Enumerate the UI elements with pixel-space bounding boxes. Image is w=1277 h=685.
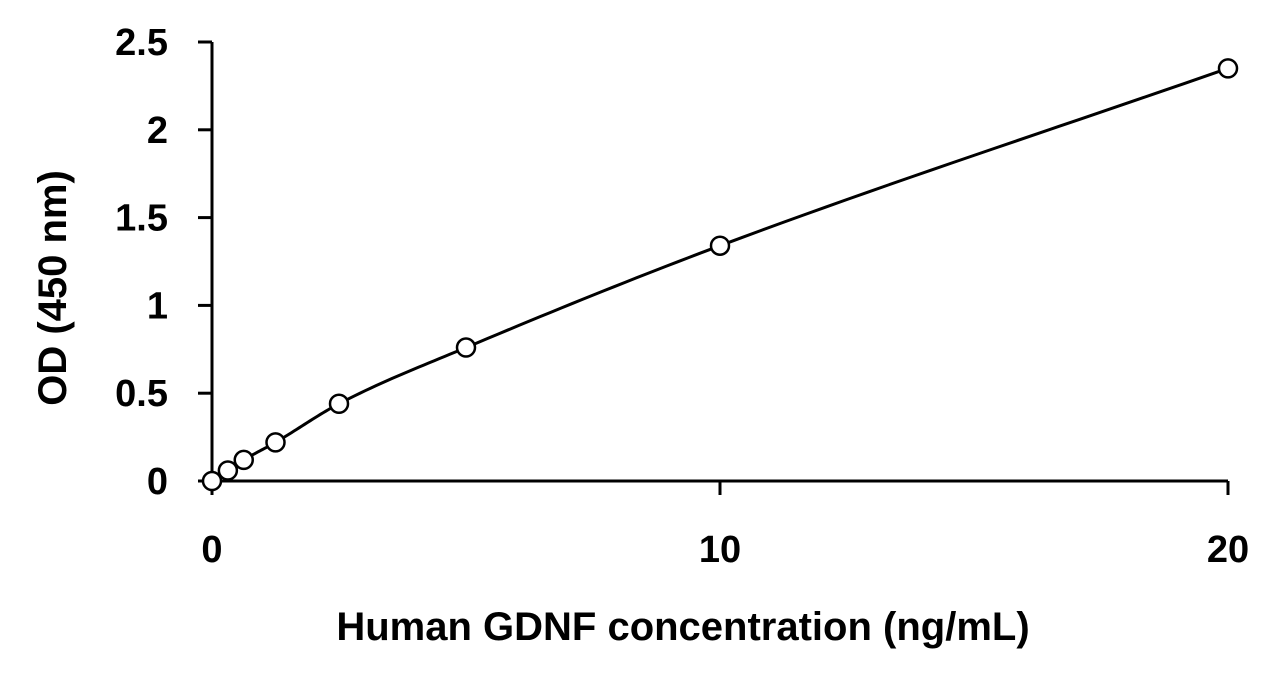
y-tick-label: 0 [147, 461, 168, 503]
y-tick-label: 0.5 [115, 373, 168, 415]
data-point [709, 235, 731, 256]
data-point [233, 449, 254, 471]
data-point [328, 393, 350, 414]
x-tick-label: 20 [1207, 529, 1249, 571]
data-point [217, 460, 239, 481]
y-tick-label: 2.5 [115, 22, 168, 64]
y-tick-label: 2 [147, 110, 168, 152]
data-point [201, 470, 223, 492]
data-point [265, 432, 286, 453]
y-axis-ticks: 0 0.5 1 1.5 2 2.5 [115, 22, 212, 503]
data-point [455, 337, 477, 358]
y-axis-title: OD (450 nm) [31, 170, 75, 406]
data-point [1217, 58, 1239, 79]
y-tick-label: 1.5 [115, 198, 168, 240]
x-axis-ticks: 0 10 20 [201, 481, 1249, 571]
y-tick-label: 1 [147, 285, 168, 327]
fitted-curve [211, 66, 1229, 483]
x-axis-title: Human GDNF concentration (ng/mL) [336, 605, 1029, 649]
x-tick-label: 0 [201, 529, 222, 571]
data-points [201, 58, 1239, 492]
x-tick-label: 10 [699, 529, 741, 571]
